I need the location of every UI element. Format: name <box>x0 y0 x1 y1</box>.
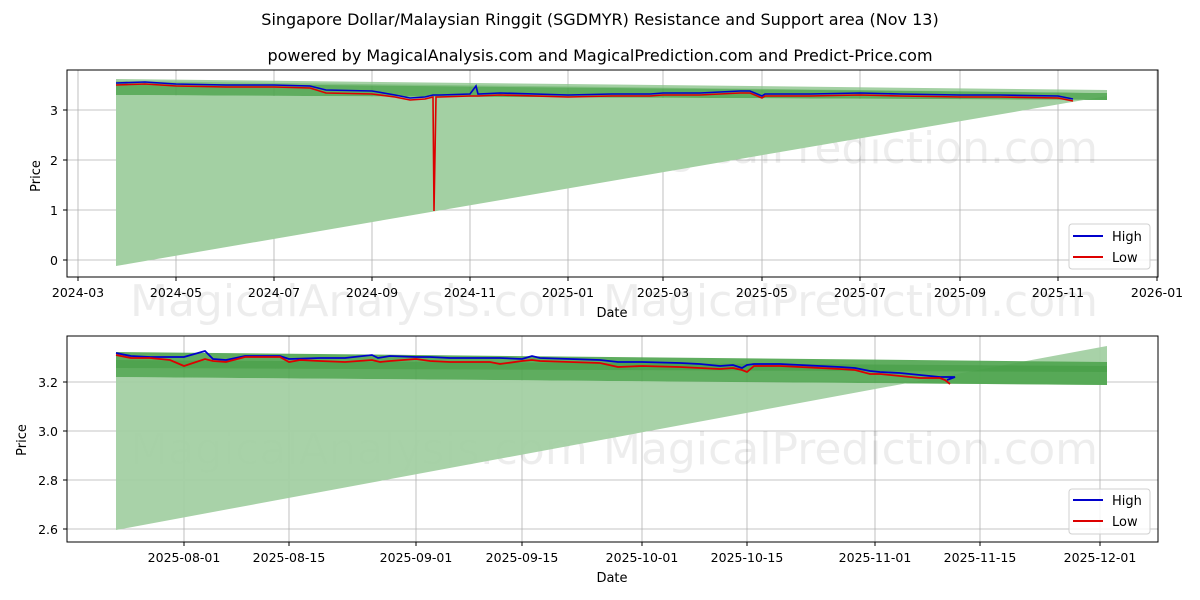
x-tick-label: 2025-09 <box>934 285 986 300</box>
x-tick-label: 2025-10-15 <box>711 550 784 565</box>
watermark-prediction: MagicalPrediction.com <box>603 276 1098 327</box>
y-tick-label: 2 <box>50 153 58 168</box>
top-legend: High Low <box>1068 223 1151 270</box>
legend-high-label: High <box>1112 230 1142 245</box>
x-tick-label: 2024-05 <box>150 285 202 300</box>
support-wedge <box>116 95 1107 266</box>
legend-low-label: Low <box>1112 515 1138 530</box>
x-tick-label: 2024-03 <box>52 285 104 300</box>
high-line <box>115 81 1074 100</box>
x-tick-label: 2025-11-15 <box>944 550 1017 565</box>
x-tick-label: 2025-05 <box>736 285 788 300</box>
x-axis-label: Date <box>596 571 627 586</box>
y-tick-label: 2.6 <box>38 522 58 537</box>
y-tick-label: 3 <box>50 103 58 118</box>
support-wedge <box>116 346 1107 530</box>
x-tick-label: 2025-11-01 <box>839 550 912 565</box>
x-tick-label: 2025-08-15 <box>253 550 326 565</box>
y-tick-label: 3.2 <box>38 375 58 390</box>
top-axes-frame <box>66 69 1159 278</box>
x-tick-label: 2025-01 <box>542 285 594 300</box>
top-tick-marks <box>63 109 1158 281</box>
x-tick-label: 2025-11 <box>1032 285 1084 300</box>
low-line <box>115 354 951 385</box>
watermark-prediction: MagicalPrediction.com <box>603 424 1098 475</box>
x-tick-label: 2024-07 <box>248 285 300 300</box>
x-tick-label: 2024-11 <box>444 285 496 300</box>
x-tick-label: 2026-01 <box>1131 285 1183 300</box>
watermark-analysis: MagicalAnalysis.com <box>130 276 588 327</box>
low-line <box>115 83 1074 212</box>
resistance-zone-upper <box>116 79 1107 93</box>
bottom-axes-frame <box>66 335 1159 543</box>
legend-high-label: High <box>1112 494 1142 509</box>
x-tick-label: 2024-09 <box>346 285 398 300</box>
top-chart: MagicalAnalysis.com MagicalPrediction.co… <box>29 69 1183 327</box>
legend-low-label: Low <box>1112 251 1138 266</box>
bottom-chart: MagicalAnalysis.com MagicalPrediction.co… <box>15 335 1159 586</box>
chart-title: Singapore Dollar/Malaysian Ringgit (SGDM… <box>261 10 939 29</box>
y-tick-label: 3.0 <box>38 424 58 439</box>
chart-subtitle: powered by MagicalAnalysis.com and Magic… <box>267 46 933 65</box>
high-line <box>115 349 956 381</box>
x-tick-label: 2025-03 <box>637 285 689 300</box>
bottom-tick-marks <box>63 381 1101 546</box>
y-axis-label: Price <box>29 160 44 192</box>
bottom-x-ticks: 2025-08-01 2025-08-15 2025-09-01 2025-09… <box>148 550 1137 565</box>
y-tick-label: 2.8 <box>38 473 58 488</box>
x-tick-label: 2025-09-01 <box>380 550 453 565</box>
y-tick-label: 0 <box>50 253 58 268</box>
top-y-ticks: 0 1 2 3 <box>50 103 58 268</box>
x-axis-label: Date <box>596 306 627 321</box>
y-axis-label: Price <box>15 424 30 456</box>
x-tick-label: 2025-12-01 <box>1064 550 1137 565</box>
y-tick-label: 1 <box>50 203 58 218</box>
top-x-ticks: 2024-03 2024-05 2024-07 2024-09 2024-11 … <box>52 285 1183 300</box>
bottom-y-ticks: 2.6 2.8 3.0 3.2 <box>38 375 58 537</box>
x-tick-label: 2025-08-01 <box>148 550 221 565</box>
x-tick-label: 2025-09-15 <box>486 550 559 565</box>
bottom-legend: High Low <box>1068 488 1151 535</box>
x-tick-label: 2025-10-01 <box>606 550 679 565</box>
x-tick-label: 2025-07 <box>834 285 886 300</box>
